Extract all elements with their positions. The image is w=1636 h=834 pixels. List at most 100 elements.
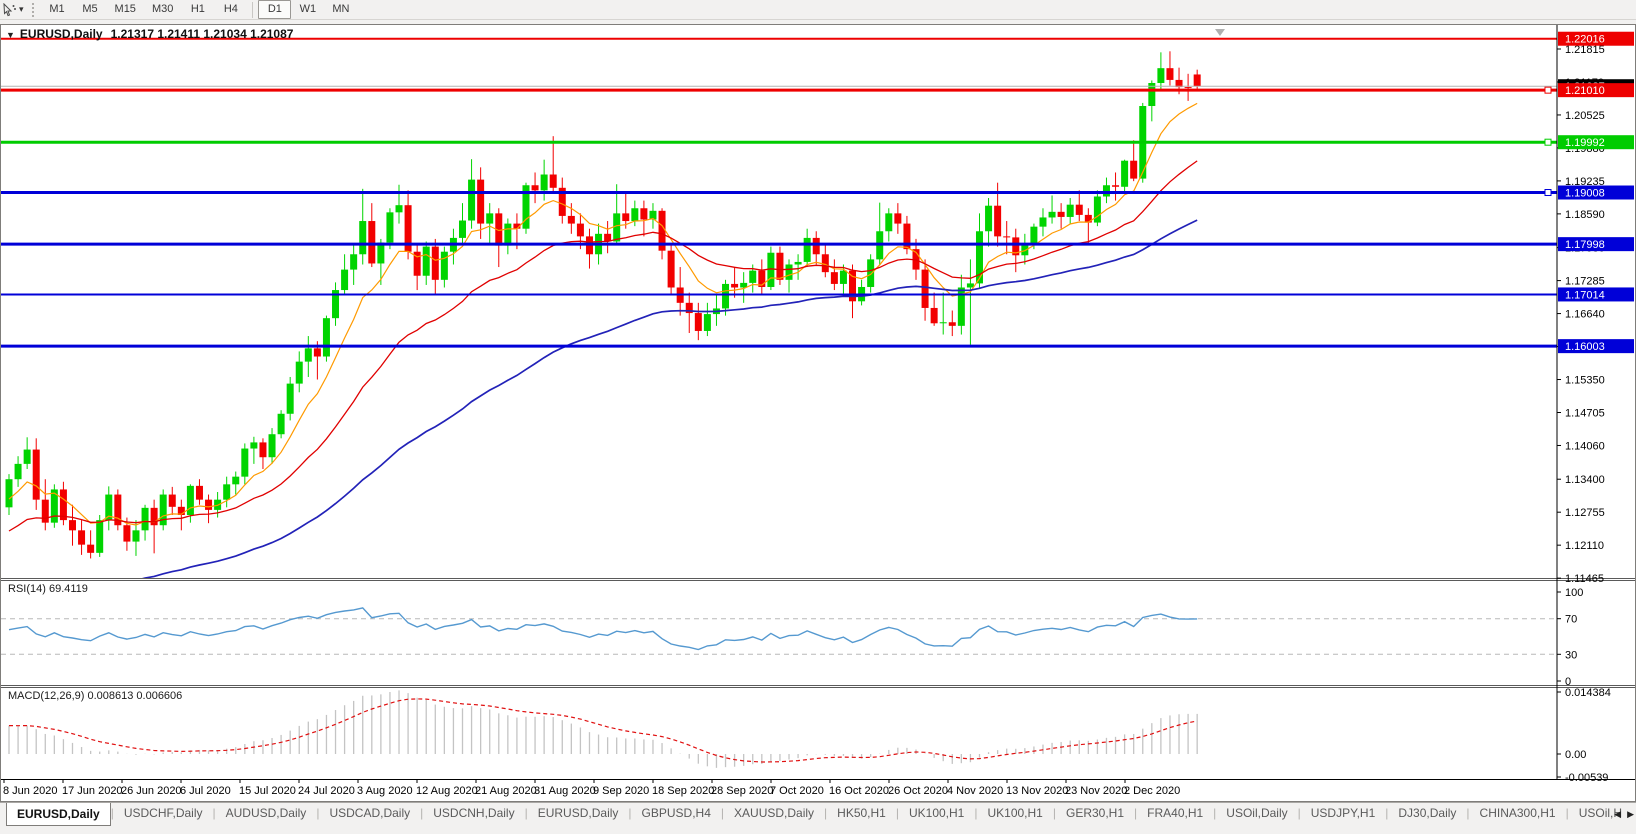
date-label: 18 Sep 2020 — [652, 785, 714, 797]
medium-ma-line[interactable] — [8, 160, 1198, 532]
chart-tab-gbpusd-h4[interactable]: GBPUSD,H4 — [641, 806, 711, 820]
date-label: 24 Jul 2020 — [298, 785, 355, 797]
timeframe-button-m15[interactable]: M15 — [114, 3, 136, 15]
macd-scale-label: 0.014384 — [1565, 687, 1611, 699]
tab-separator: | — [628, 806, 632, 820]
line-price-label-box — [1558, 339, 1634, 354]
date-label: 23 Nov 2020 — [1065, 785, 1127, 797]
price-tick-label: 1.16640 — [1565, 309, 1605, 321]
toolbar: ▾ M1 M5 M15 M30 H1 H4 D1 W1 MN — [0, 0, 1636, 20]
timeframe-button-mn[interactable]: MN — [332, 3, 350, 15]
tab-scroll-arrows: ◀ ▶ — [1614, 809, 1634, 820]
rsi-scale-label: 100 — [1565, 587, 1583, 599]
line-price-label: 1.22016 — [1565, 34, 1605, 46]
macd-indicator-label: MACD(12,26,9) 0.008613 0.006606 — [8, 690, 183, 702]
chart-tab-usdchf-daily[interactable]: USDCHF,Daily — [123, 806, 203, 820]
tab-separator: | — [1466, 806, 1470, 820]
timeframe-button-m5[interactable]: M5 — [82, 3, 98, 15]
tabs-scroll-right-arrow[interactable]: ▶ — [1627, 809, 1634, 819]
chart-canvas[interactable]: 1.218151.211701.205251.198801.192351.185… — [1, 25, 1635, 801]
chart-tab-usoil-daily[interactable]: USOil,Daily — [1226, 806, 1288, 820]
chart-window: ▼ EURUSD,Daily 1.21317 1.21411 1.21034 1.2… — [0, 24, 1636, 802]
chart-tab-usdcnh-daily[interactable]: USDCNH,Daily — [433, 806, 515, 820]
price-tick-label: 1.19235 — [1565, 176, 1605, 188]
rsi-line[interactable] — [8, 607, 1198, 651]
chart-tab-audusd-daily[interactable]: AUDUSD,Daily — [225, 806, 307, 820]
price-tick-label: 1.14705 — [1565, 407, 1605, 419]
price-tick-label: 1.15350 — [1565, 375, 1605, 387]
line-price-label: 1.19992 — [1565, 137, 1605, 149]
slow-ma-line[interactable] — [9, 219, 1198, 618]
date-label: 4 Nov 2020 — [947, 785, 1003, 797]
timeframe-button-m1[interactable]: M1 — [49, 3, 65, 15]
price-tick-label: 1.13400 — [1565, 474, 1605, 486]
chart-shift-marker[interactable] — [1215, 29, 1225, 36]
chart-tab-ger30-h1[interactable]: GER30,H1 — [1065, 806, 1125, 820]
rsi-scale-label: 0 — [1565, 676, 1571, 688]
macd-signal-line[interactable] — [8, 698, 1198, 763]
macd-histogram — [8, 690, 1198, 768]
timeframe-button-m30[interactable]: M30 — [151, 3, 174, 15]
timeframe-button-d1[interactable]: D1 — [258, 0, 292, 19]
chart-tab-uk100-h1[interactable]: UK100,H1 — [987, 806, 1043, 820]
line-price-label: 1.21010 — [1565, 85, 1605, 97]
tab-separator: | — [212, 806, 216, 820]
tab-separator: | — [1213, 806, 1217, 820]
tab-separator: | — [974, 806, 978, 820]
price-tick-label: 1.14060 — [1565, 440, 1605, 452]
tabs-scroll-left-arrow[interactable]: ◀ — [1614, 809, 1622, 819]
chart-tab-xauusd-daily[interactable]: XAUUSD,Daily — [734, 806, 815, 820]
chart-tab-uk100-h1[interactable]: UK100,H1 — [908, 806, 965, 820]
timeframe-group: M1 M5 M15 M30 H1 H4 D1 W1 MN — [41, 0, 358, 20]
line-price-label-box — [1558, 287, 1634, 302]
chart-title: ▼ EURUSD,Daily 1.21317 1.21411 1.21034 1.2… — [6, 27, 293, 41]
date-label: 26 Oct 2020 — [888, 785, 948, 797]
chart-tab-china300-h1[interactable]: CHINA300,H1 — [1479, 806, 1556, 820]
chart-tab-fra40-h1[interactable]: FRA40,H1 — [1147, 806, 1204, 820]
chart-tab-usoil-h[interactable]: USOil,H — [1578, 806, 1623, 820]
tab-separator: | — [1565, 806, 1569, 820]
chart-tab-usdcad-daily[interactable]: USDCAD,Daily — [329, 806, 411, 820]
line-handle-1.19992[interactable] — [1544, 138, 1552, 146]
price-tick-label: 1.21815 — [1565, 44, 1605, 56]
one-click-trading-collapse-icon[interactable]: ▼ — [6, 30, 15, 40]
chart-tab-usdjpy-h1[interactable]: USDJPY,H1 — [1310, 806, 1376, 820]
line-price-label: 1.19008 — [1565, 188, 1605, 200]
rsi-scale-label: 70 — [1565, 614, 1577, 626]
chart-tab-eurusd-daily[interactable]: EURUSD,Daily — [6, 803, 111, 826]
fast-ma-line[interactable] — [8, 102, 1198, 526]
date-label: 6 Jul 2020 — [180, 785, 231, 797]
line-handle-1.21010[interactable] — [1544, 86, 1552, 94]
chart-tab-dj30-daily[interactable]: DJ30,Daily — [1398, 806, 1457, 820]
line-price-label-box — [1558, 237, 1634, 252]
chart-tab-hk50-h1[interactable]: HK50,H1 — [837, 806, 886, 820]
line-price-label-box — [1558, 31, 1634, 46]
line-price-label-box — [1558, 135, 1634, 150]
price-tick-label: 1.18590 — [1565, 209, 1605, 221]
chart-plot-area[interactable] — [1, 25, 1635, 801]
line-price-label-box — [1558, 185, 1634, 200]
line-handle-1.19008[interactable] — [1544, 189, 1552, 197]
macd-scale-label: -0.00539 — [1565, 772, 1608, 784]
chart-tab-bar: EURUSD,Daily | USDCHF,Daily | AUDUSD,Daily | U… — [0, 802, 1636, 834]
price-tick-label: 1.17285 — [1565, 276, 1605, 288]
date-label: 12 Aug 2020 — [416, 785, 478, 797]
date-label: 17 Jun 2020 — [62, 785, 123, 797]
chart-tab-eurusd-daily[interactable]: EURUSD,Daily — [537, 806, 619, 820]
price-tick-label: 1.20525 — [1565, 110, 1605, 122]
date-label: 3 Aug 2020 — [357, 785, 413, 797]
cursor-tool-button[interactable]: ▾ — [0, 1, 28, 19]
chart-ohlc-values: 1.21317 1.21411 1.21034 1.21087 — [110, 27, 294, 41]
timeframe-button-w1[interactable]: W1 — [299, 3, 317, 15]
date-label: 21 Aug 2020 — [475, 785, 537, 797]
tab-separator: | — [316, 806, 320, 820]
line-price-label: 1.16003 — [1565, 341, 1605, 353]
date-label: 28 Sep 2020 — [711, 785, 773, 797]
line-price-label: 1.17014 — [1565, 289, 1605, 301]
tab-separator: | — [720, 806, 725, 820]
timeframe-button-h1[interactable]: H1 — [190, 3, 205, 15]
caret-down-icon: ▾ — [19, 4, 24, 14]
toolbar-separator — [252, 1, 254, 18]
timeframe-button-h4[interactable]: H4 — [223, 3, 238, 15]
